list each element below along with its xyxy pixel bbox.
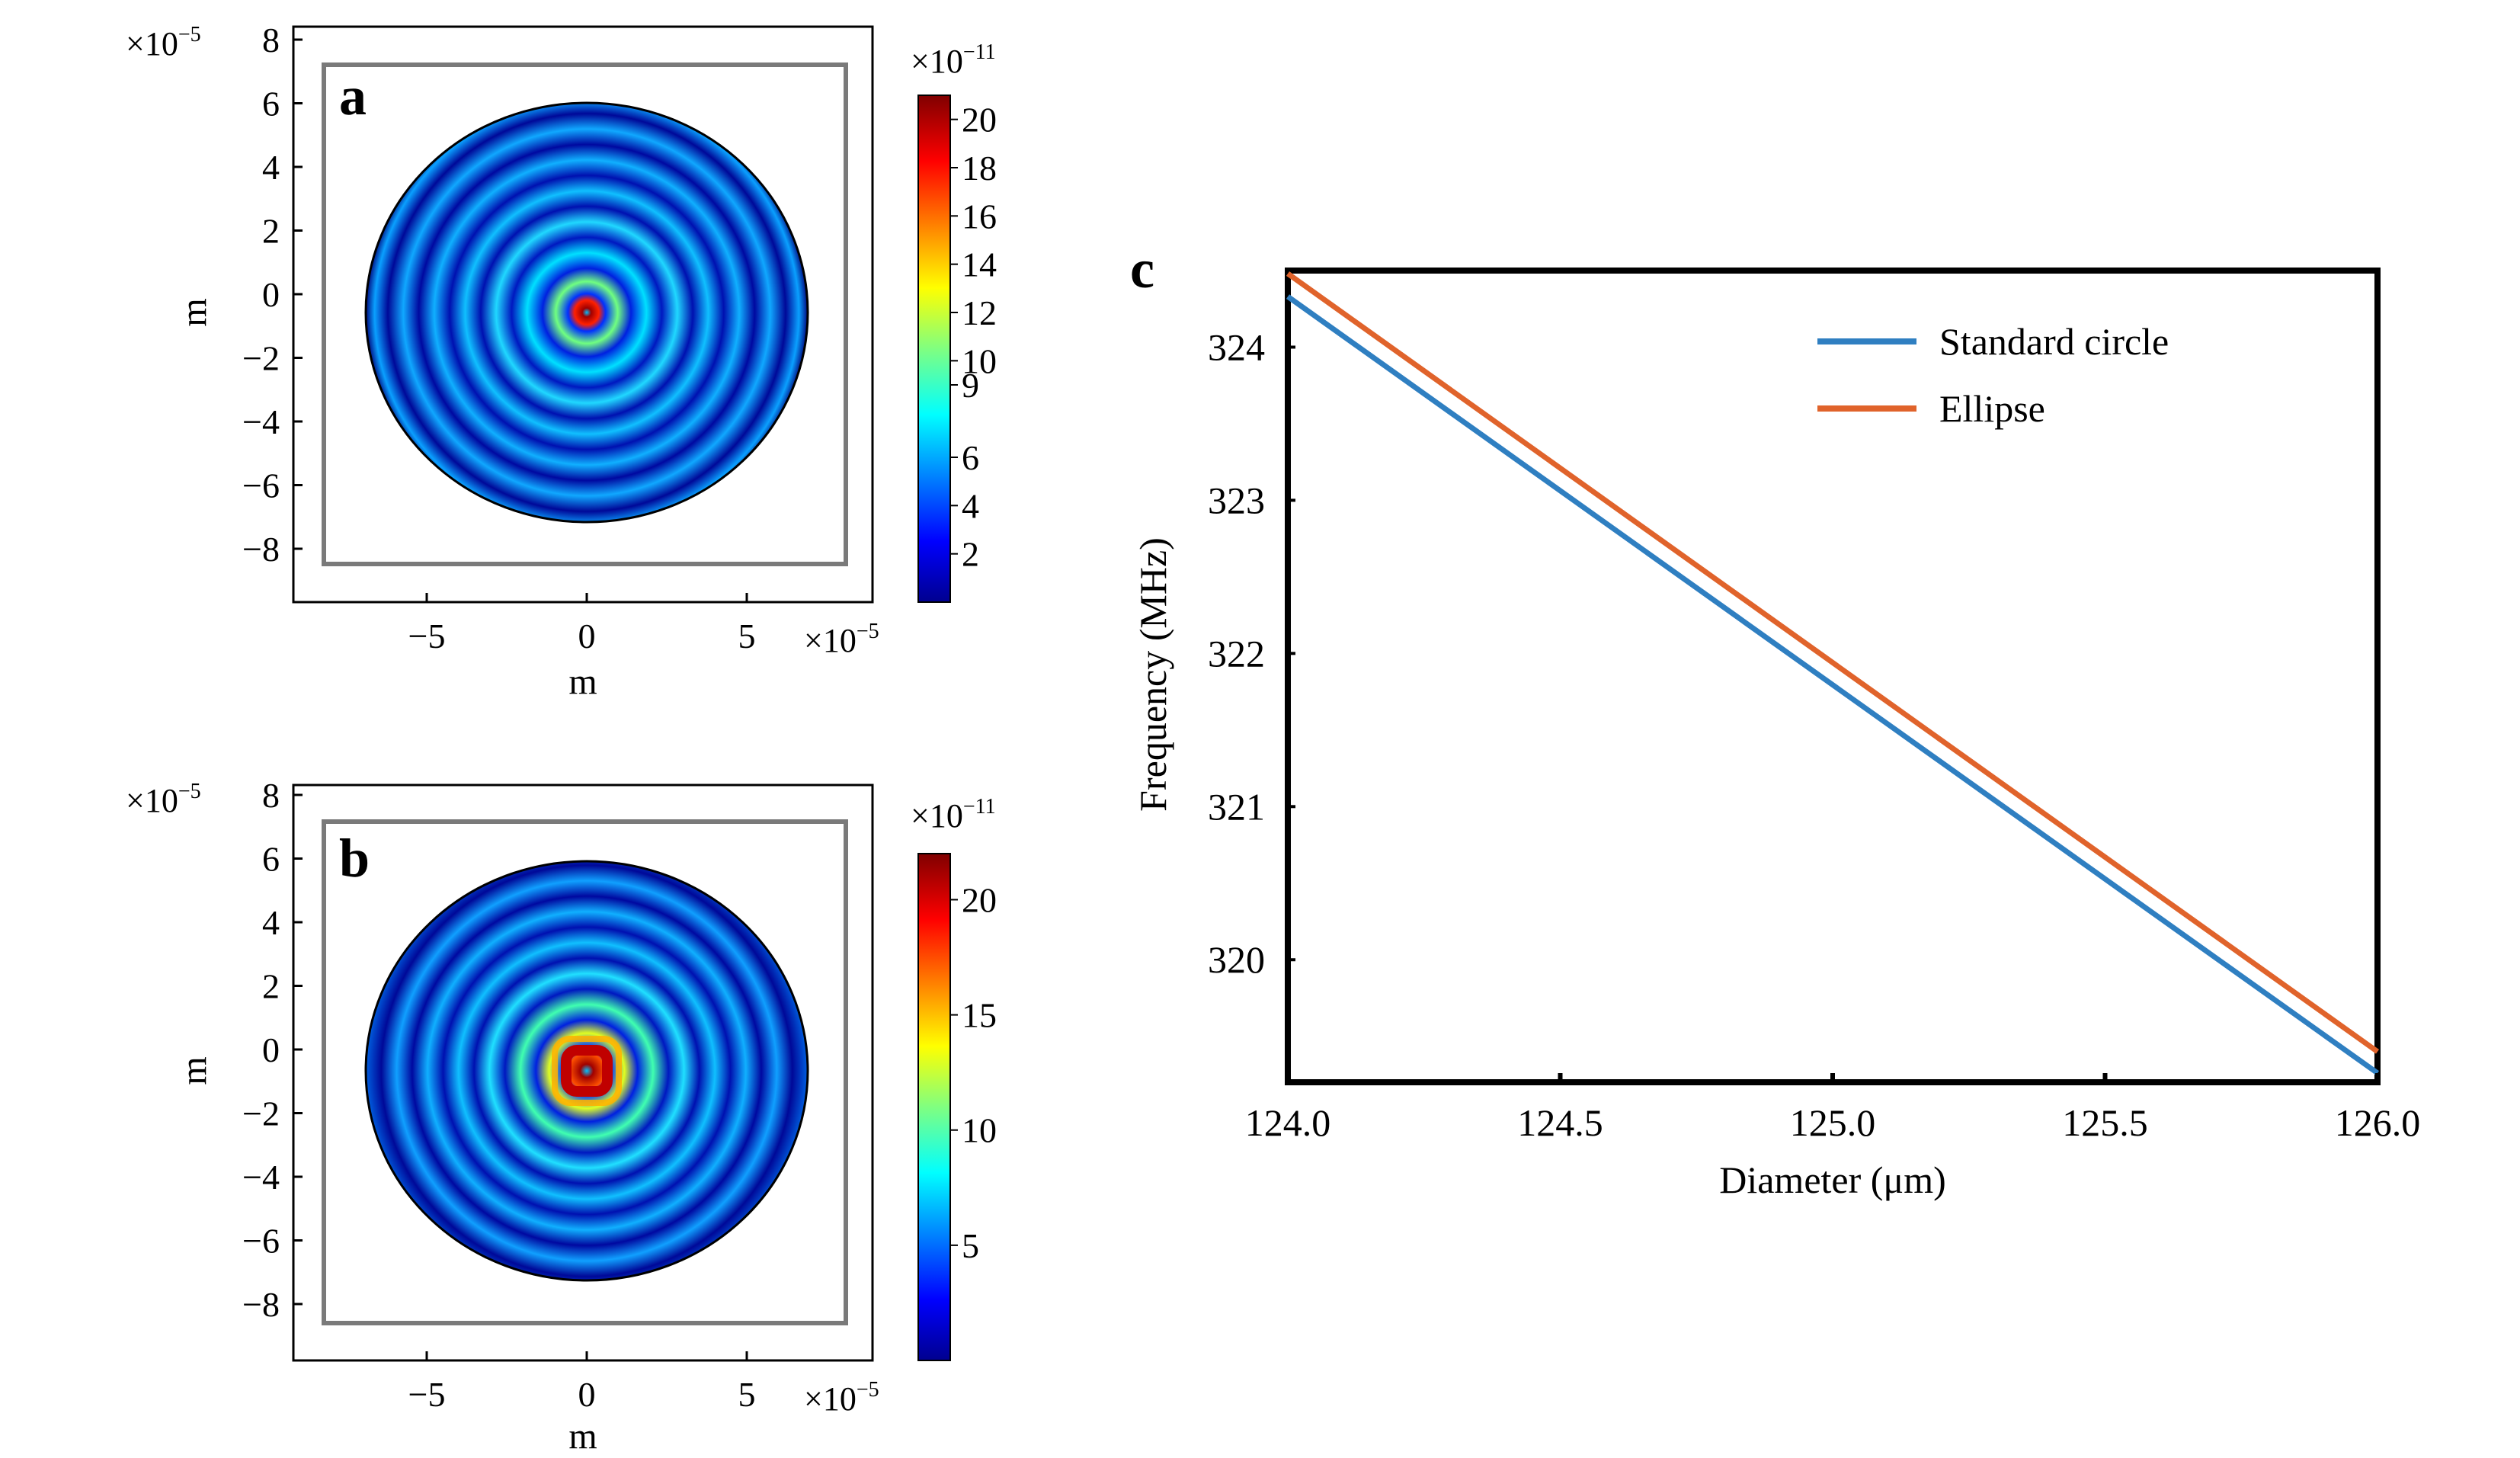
panel-b-colorbar-multiplier: ×10−11 — [911, 795, 996, 835]
panel-a-ylabel: m — [174, 298, 214, 326]
panel-b-colorbar-tick-label: 20 — [962, 880, 997, 919]
panel-a-axes-frame — [292, 25, 874, 604]
panel-c-legend-label: Ellipse — [1939, 387, 2045, 430]
panel-c-x-tick-label: 124.5 — [1517, 1101, 1603, 1144]
panel-c-ylabel: Frequency (MHz) — [1132, 537, 1174, 812]
panel-a-colorbar — [917, 95, 951, 603]
panel-b-inner-box — [322, 819, 848, 1325]
panel-b-colorbar-ticks: 20 15 10 5 — [950, 880, 997, 1265]
panel-b-x-ticks: −5 0 5 — [408, 1351, 756, 1414]
panel-c-x-tick-label: 126.0 — [2335, 1101, 2421, 1144]
panel-a-heatmap — [364, 101, 809, 524]
panel-b-heatmap — [364, 860, 809, 1282]
panel-c-x-tick-label: 125.5 — [2062, 1101, 2148, 1144]
panel-b-colorbar-tick-label: 5 — [962, 1226, 979, 1265]
panel-a-inner-box — [322, 62, 848, 566]
panel-b-x-tick-label: 0 — [578, 1375, 596, 1414]
panel-a-y-tick-label: −8 — [242, 530, 280, 569]
panel-a-colorbar-tick-label: 14 — [962, 245, 997, 284]
panel-b-xlabel: m — [568, 1416, 597, 1456]
panel-a-colorbar-tick-label: 20 — [962, 101, 997, 139]
panel-a-colorbar-tick-label: 18 — [962, 149, 997, 187]
panel-a-y-tick-label: 4 — [262, 148, 280, 187]
panel-a-colorbar-tick-label: 2 — [962, 535, 979, 574]
panel-c-series-line — [1286, 294, 2380, 1075]
panel-b-y-tick-label: 0 — [262, 1030, 280, 1069]
panel-c-x-tick-label: 124.0 — [1245, 1101, 1331, 1144]
panel-c-y-ticks: 324 323 322 321 320 — [1208, 325, 1295, 981]
panel-b-colorbar — [917, 853, 951, 1361]
panel-a-x-tick-label: 5 — [738, 617, 756, 655]
panel-a-x-multiplier: ×10−5 — [804, 620, 879, 659]
panel-a-y-tick-label: −6 — [242, 466, 280, 505]
panel-a-xlabel: m — [568, 662, 597, 702]
panel-c-series — [1286, 271, 2380, 1075]
panel-a-x-tick-label: 0 — [578, 617, 596, 655]
panel-b-y-tick-label: 8 — [262, 776, 280, 815]
panel-c-legend: Standard circle Ellipse — [1817, 320, 2169, 430]
panel-b-x-multiplier: ×10−5 — [804, 1378, 879, 1418]
panel-b-y-tick-label: 4 — [262, 903, 280, 942]
panel-c-xlabel: Diameter (μm) — [1719, 1158, 1946, 1201]
panel-b-y-tick-label: −6 — [242, 1222, 280, 1261]
panel-a-y-multiplier: ×10−5 — [126, 23, 201, 62]
panel-a-y-tick-label: 2 — [262, 212, 280, 251]
panel-b-colorbar-tick-label: 15 — [962, 996, 997, 1035]
panel-c-series-line — [1286, 271, 2380, 1054]
panel-c-x-ticks: 124.0 124.5 125.0 125.5 126.0 — [1245, 1073, 2421, 1144]
panel-b-y-tick-label: −8 — [242, 1285, 280, 1324]
panel-b-y-tick-label: −4 — [242, 1158, 280, 1197]
panel-b-colorbar-tick-label: 10 — [962, 1111, 997, 1150]
panel-a-y-tick-label: 8 — [262, 21, 280, 59]
panel-c-label: c — [1130, 239, 1154, 300]
panel-c: c 124.0 124.5 125.0 125.5 126.0 324 323 322 321… — [1130, 239, 2420, 1201]
panel-c-x-tick-label: 125.0 — [1790, 1101, 1876, 1144]
panel-c-y-tick-label: 324 — [1208, 325, 1265, 368]
panel-c-y-tick-label: 323 — [1208, 479, 1265, 521]
panel-b-center-square-glow — [552, 1036, 622, 1106]
panel-a-y-tick-label: 0 — [262, 275, 280, 314]
panel-b-y-ticks: 8 6 4 2 0 −2 −4 −6 −8 — [242, 776, 303, 1324]
panel-b-y-tick-label: −2 — [242, 1094, 280, 1133]
panel-b-label: b — [339, 828, 370, 889]
panel-a-y-tick-label: −2 — [242, 339, 280, 378]
panel-c-y-tick-label: 320 — [1208, 938, 1265, 981]
panel-b-disk — [364, 860, 809, 1282]
panel-a-colorbar-multiplier: ×10−11 — [911, 40, 996, 80]
panel-b-x-tick-label: −5 — [408, 1375, 446, 1414]
panel-a-colorbar-tick-label: 12 — [962, 293, 997, 332]
panel-c-y-tick-label: 322 — [1208, 632, 1265, 675]
panel-a-x-tick-label: −5 — [408, 617, 446, 655]
panel-a-colorbar-tick-label: 9 — [962, 366, 979, 405]
panel-a-colorbar-tick-label: 6 — [962, 438, 979, 477]
panel-a-y-tick-label: −4 — [242, 402, 280, 441]
panel-b-ylabel: m — [174, 1056, 214, 1085]
panel-b-y-multiplier: ×10−5 — [126, 780, 201, 819]
panel-a-y-ticks: 8 6 4 2 0 −2 −4 −6 −8 — [242, 21, 303, 569]
panel-b-x-tick-label: 5 — [738, 1375, 756, 1414]
panel-b-y-tick-label: 2 — [262, 967, 280, 1006]
panel-a-y-tick-label: 6 — [262, 85, 280, 123]
panel-a-colorbar-tick-label: 16 — [962, 197, 997, 236]
panel-a-colorbar-tick-label: 4 — [962, 486, 979, 525]
panel-a-label: a — [339, 66, 367, 127]
panel-b-axes-frame — [292, 783, 874, 1362]
panel-a-colorbar-tick-label: 10 — [962, 341, 997, 380]
panel-c-y-tick-label: 321 — [1208, 785, 1265, 828]
panel-a-x-ticks: −5 0 5 — [408, 593, 756, 655]
panel-b-center-square — [561, 1045, 613, 1097]
panel-c-legend-label: Standard circle — [1939, 320, 2169, 363]
panel-a-disk — [364, 101, 809, 524]
panel-a-colorbar-ticks: 20 18 16 14 12 109 6 4 2 — [950, 101, 997, 574]
panel-b-y-tick-label: 6 — [262, 840, 280, 879]
